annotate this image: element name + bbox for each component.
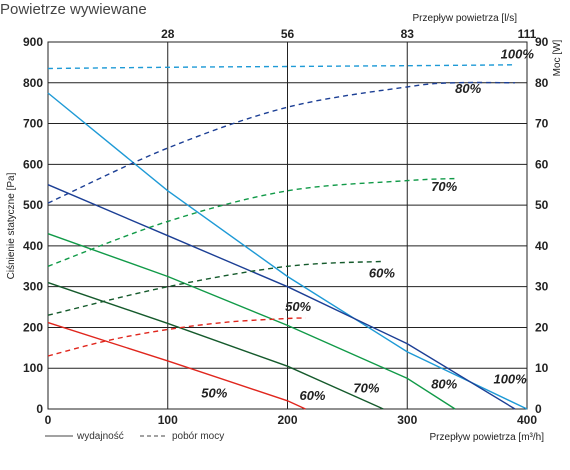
series-pobor-mocy-50pct: [47, 317, 306, 357]
legend: wydajność pobór mocy: [45, 431, 224, 442]
x-tick-label: 0: [45, 413, 52, 427]
series-label: 100%: [501, 46, 535, 61]
series-pobor-mocy-60pct: [47, 260, 384, 316]
series-wydajnosc-80pct: [47, 184, 516, 410]
series-wydajnosc-70pct: [47, 233, 456, 410]
y-tick-label: 0: [36, 402, 43, 416]
top-axis-label: Przepływ powietrza [l/s]: [413, 13, 518, 24]
grid: [47, 41, 528, 410]
y-tick-label: 300: [23, 280, 43, 294]
y2-tick-label: 0: [535, 402, 542, 416]
y-tick-label: 900: [23, 35, 43, 49]
right-axis-label: Moc [W]: [552, 39, 563, 76]
y-tick-label: 600: [23, 157, 43, 171]
series-lines: [47, 64, 528, 410]
x2-tick-label: 56: [281, 27, 295, 41]
axis-ticks: 0100200300400500600700800900010203040506…: [23, 27, 549, 427]
series-label: 50%: [201, 386, 227, 401]
x2-tick-label: 83: [401, 27, 415, 41]
series-pobor-mocy-70pct: [47, 177, 456, 267]
y-tick-label: 500: [23, 198, 43, 212]
series-label: 60%: [369, 266, 395, 281]
series-label: 70%: [431, 179, 457, 194]
y2-tick-label: 20: [535, 320, 549, 334]
bottom-axis-label: Przepływ powietrza [m³/h]: [430, 432, 545, 443]
series-wydajnosc-50pct: [47, 321, 306, 410]
legend-label: pobór mocy: [172, 431, 224, 442]
x-tick-label: 200: [277, 413, 297, 427]
x-tick-label: 100: [158, 413, 178, 427]
y2-tick-label: 10: [535, 361, 549, 375]
y2-tick-label: 40: [535, 239, 549, 253]
series-pobor-mocy-100pct: [47, 64, 516, 70]
y-tick-label: 200: [23, 320, 43, 334]
series-wydajnosc-100pct: [47, 92, 528, 410]
left-axis-label: Ciśnienie statyczne [Pa]: [6, 172, 17, 279]
y-tick-label: 400: [23, 239, 43, 253]
x-tick-label: 400: [517, 413, 537, 427]
y2-tick-label: 30: [535, 280, 549, 294]
y-tick-label: 800: [23, 76, 43, 90]
y2-tick-label: 70: [535, 117, 549, 131]
series-pobor-mocy-80pct: [47, 81, 516, 204]
y2-tick-label: 90: [535, 35, 549, 49]
series-label: 60%: [299, 388, 325, 403]
plot-frame: [47, 41, 528, 410]
series-label: 100%: [493, 371, 527, 386]
series-labels: 100% 80% 70% 60% 50% 100% 80% 70% 60% 50%: [201, 46, 534, 403]
series-label: 80%: [431, 377, 457, 392]
y2-tick-label: 60: [535, 157, 549, 171]
x2-tick-label: 28: [161, 27, 175, 41]
y2-tick-label: 80: [535, 76, 549, 90]
series-label: 70%: [353, 381, 379, 396]
chart-title: Powietrze wywiewane: [0, 1, 147, 18]
x2-tick-label: 111: [518, 27, 537, 41]
legend-label: wydajność: [76, 431, 124, 442]
series-wydajnosc-60pct: [47, 281, 384, 410]
x-tick-label: 300: [397, 413, 417, 427]
y-tick-label: 700: [23, 117, 43, 131]
series-label: 50%: [285, 299, 311, 314]
series-label: 80%: [455, 81, 481, 96]
y2-tick-label: 50: [535, 198, 549, 212]
y-tick-label: 100: [23, 361, 43, 375]
